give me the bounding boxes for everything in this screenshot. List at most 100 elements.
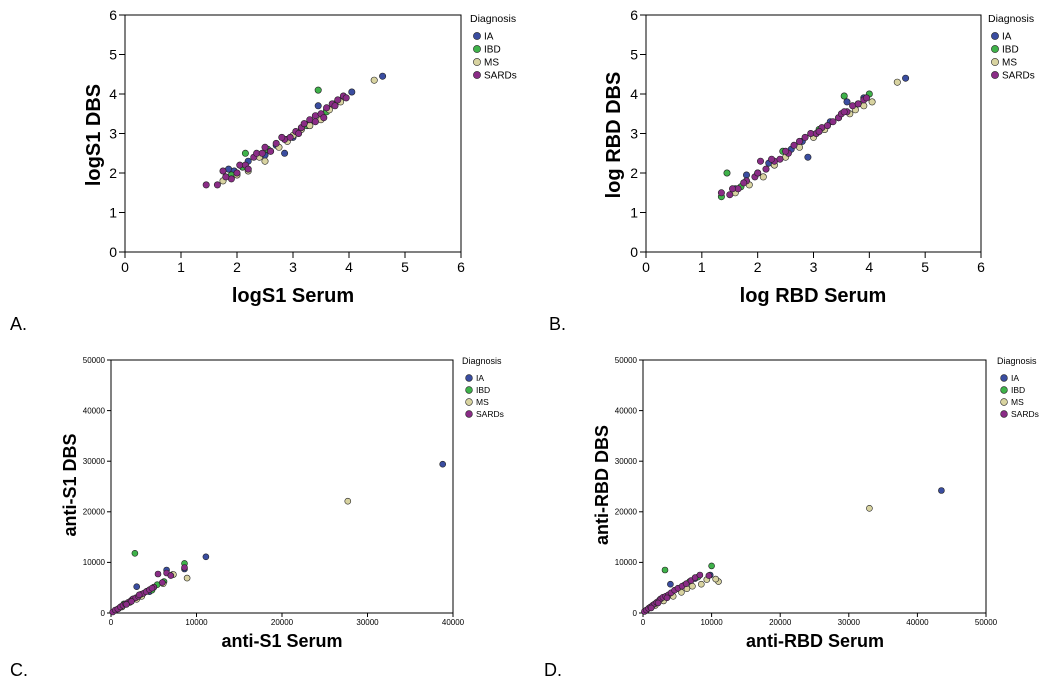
legend: Diagnosis IA IBD MS SARDs (462, 356, 504, 419)
data-point-sards (829, 118, 837, 126)
y-tick-label: 2 (109, 165, 117, 181)
legend-label-ms: MS (484, 58, 499, 69)
legend-label-ia: IA (484, 32, 494, 43)
data-point-ibd (723, 169, 731, 177)
legend-label-sards: SARDs (476, 409, 504, 419)
data-point-ibd (131, 549, 139, 557)
data-point-sards (323, 104, 331, 112)
data-point-sards (267, 147, 275, 155)
y-tick-label: 50000 (615, 356, 638, 365)
y-tick-label: 20000 (83, 508, 106, 517)
legend-marker-ibd (473, 45, 481, 53)
data-point-sards (815, 128, 823, 136)
x-tick-label: 2 (233, 259, 241, 275)
y-tick-label: 5 (630, 46, 638, 62)
x-tick-label: 5 (921, 259, 929, 275)
y-tick-label: 5 (109, 46, 117, 62)
data-point-sards (740, 179, 748, 187)
legend-label-ibd: IBD (484, 45, 501, 56)
data-point-sards (647, 604, 655, 612)
x-tick-label: 1 (177, 259, 185, 275)
x-tick-label: 6 (977, 259, 985, 275)
data-point-ia (281, 149, 289, 157)
data-point-sards (342, 94, 350, 102)
y-tick-label: 6 (630, 7, 638, 23)
y-tick-label: 3 (630, 125, 638, 141)
x-tick-label: 40000 (442, 618, 465, 627)
legend-label-ia: IA (476, 373, 484, 383)
data-point-sards (705, 572, 713, 579)
data-point-sards (717, 189, 725, 197)
data-point-ibd (708, 562, 715, 570)
data-point-sards (320, 114, 328, 122)
x-axis-label: anti-S1 Serum (221, 631, 342, 651)
x-axis-label: logS1 Serum (232, 285, 354, 307)
y-tick-label: 10000 (83, 558, 106, 567)
data-point-ibd (314, 86, 322, 94)
data-point-sards (154, 570, 162, 578)
y-tick-label: 4 (109, 86, 117, 102)
legend-label-ms: MS (1011, 397, 1024, 407)
legend-marker-ia (1000, 374, 1008, 382)
x-tick-label: 0 (109, 618, 114, 627)
data-point-ia (667, 580, 674, 588)
legend-title: Diagnosis (988, 13, 1034, 25)
data-point-ms (893, 78, 901, 86)
y-tick-label: 40000 (83, 406, 106, 415)
y-tick-label: 10000 (615, 558, 638, 567)
panel-letter: B. (549, 314, 566, 334)
panel-letter: D. (544, 660, 562, 680)
y-axis-label: anti-RBD DBS (592, 425, 612, 545)
data-point-sards (278, 133, 286, 141)
data-point-ms (868, 98, 876, 106)
data-point-ia (742, 171, 750, 179)
data-point-sards (311, 118, 319, 126)
data-point-sards (726, 191, 734, 199)
y-tick-label: 30000 (615, 457, 638, 466)
y-tick-label: 1 (630, 204, 638, 220)
x-axis-label: log RBD Serum (740, 285, 887, 307)
data-point-ms (370, 76, 378, 84)
x-tick-label: 4 (345, 259, 353, 275)
x-tick-label: 3 (810, 259, 818, 275)
x-tick-label: 0 (121, 259, 129, 275)
data-point-sards (728, 185, 736, 193)
data-point-sards (663, 594, 671, 602)
data-point-sards (840, 108, 848, 116)
legend: Diagnosis IA IBD MS SARDs (997, 356, 1039, 419)
data-point-sards (790, 141, 798, 149)
data-point-ia (379, 72, 387, 80)
data-point-sards (862, 94, 870, 102)
x-tick-label: 30000 (356, 618, 379, 627)
y-tick-label: 0 (630, 244, 638, 260)
data-point-ia (843, 98, 851, 106)
data-point-sards (244, 165, 252, 173)
y-axis-label: logS1 DBS (83, 84, 105, 186)
legend-marker-ia (473, 32, 481, 40)
data-point-sards (272, 139, 280, 147)
data-point-sards (768, 155, 776, 163)
data-point-sards (167, 572, 175, 579)
legend-label-ms: MS (476, 397, 489, 407)
data-point-ms (712, 575, 720, 583)
legend-marker-ms (991, 58, 999, 66)
chart-panel: 0 10000 20000 30000 40000 0 10000 20000 30000 400… (10, 356, 504, 680)
data-point-ibd (241, 149, 249, 157)
data-point-sards (331, 102, 339, 110)
data-point-sards (135, 591, 143, 599)
chart-panel: 0 1 2 3 4 5 6 0 1 2 3 4 5 6 logS1 Serum logS1 DBS Diagno… (10, 7, 517, 334)
data-point-ia (202, 553, 210, 561)
data-point-sards (754, 169, 762, 177)
x-tick-label: 2 (754, 259, 762, 275)
y-tick-label: 0 (633, 609, 638, 618)
data-point-sards (782, 147, 790, 155)
y-tick-label: 40000 (615, 406, 638, 415)
legend-marker-ibd (991, 45, 999, 53)
y-tick-label: 20000 (615, 508, 638, 517)
y-tick-label: 0 (109, 244, 117, 260)
legend-label-sards: SARDs (1002, 71, 1035, 82)
chart-panel: 0 10000 20000 30000 40000 50000 0 10000 20000 300… (544, 356, 1039, 680)
data-point-ms (344, 497, 352, 505)
legend-label-sards: SARDs (1011, 409, 1039, 419)
